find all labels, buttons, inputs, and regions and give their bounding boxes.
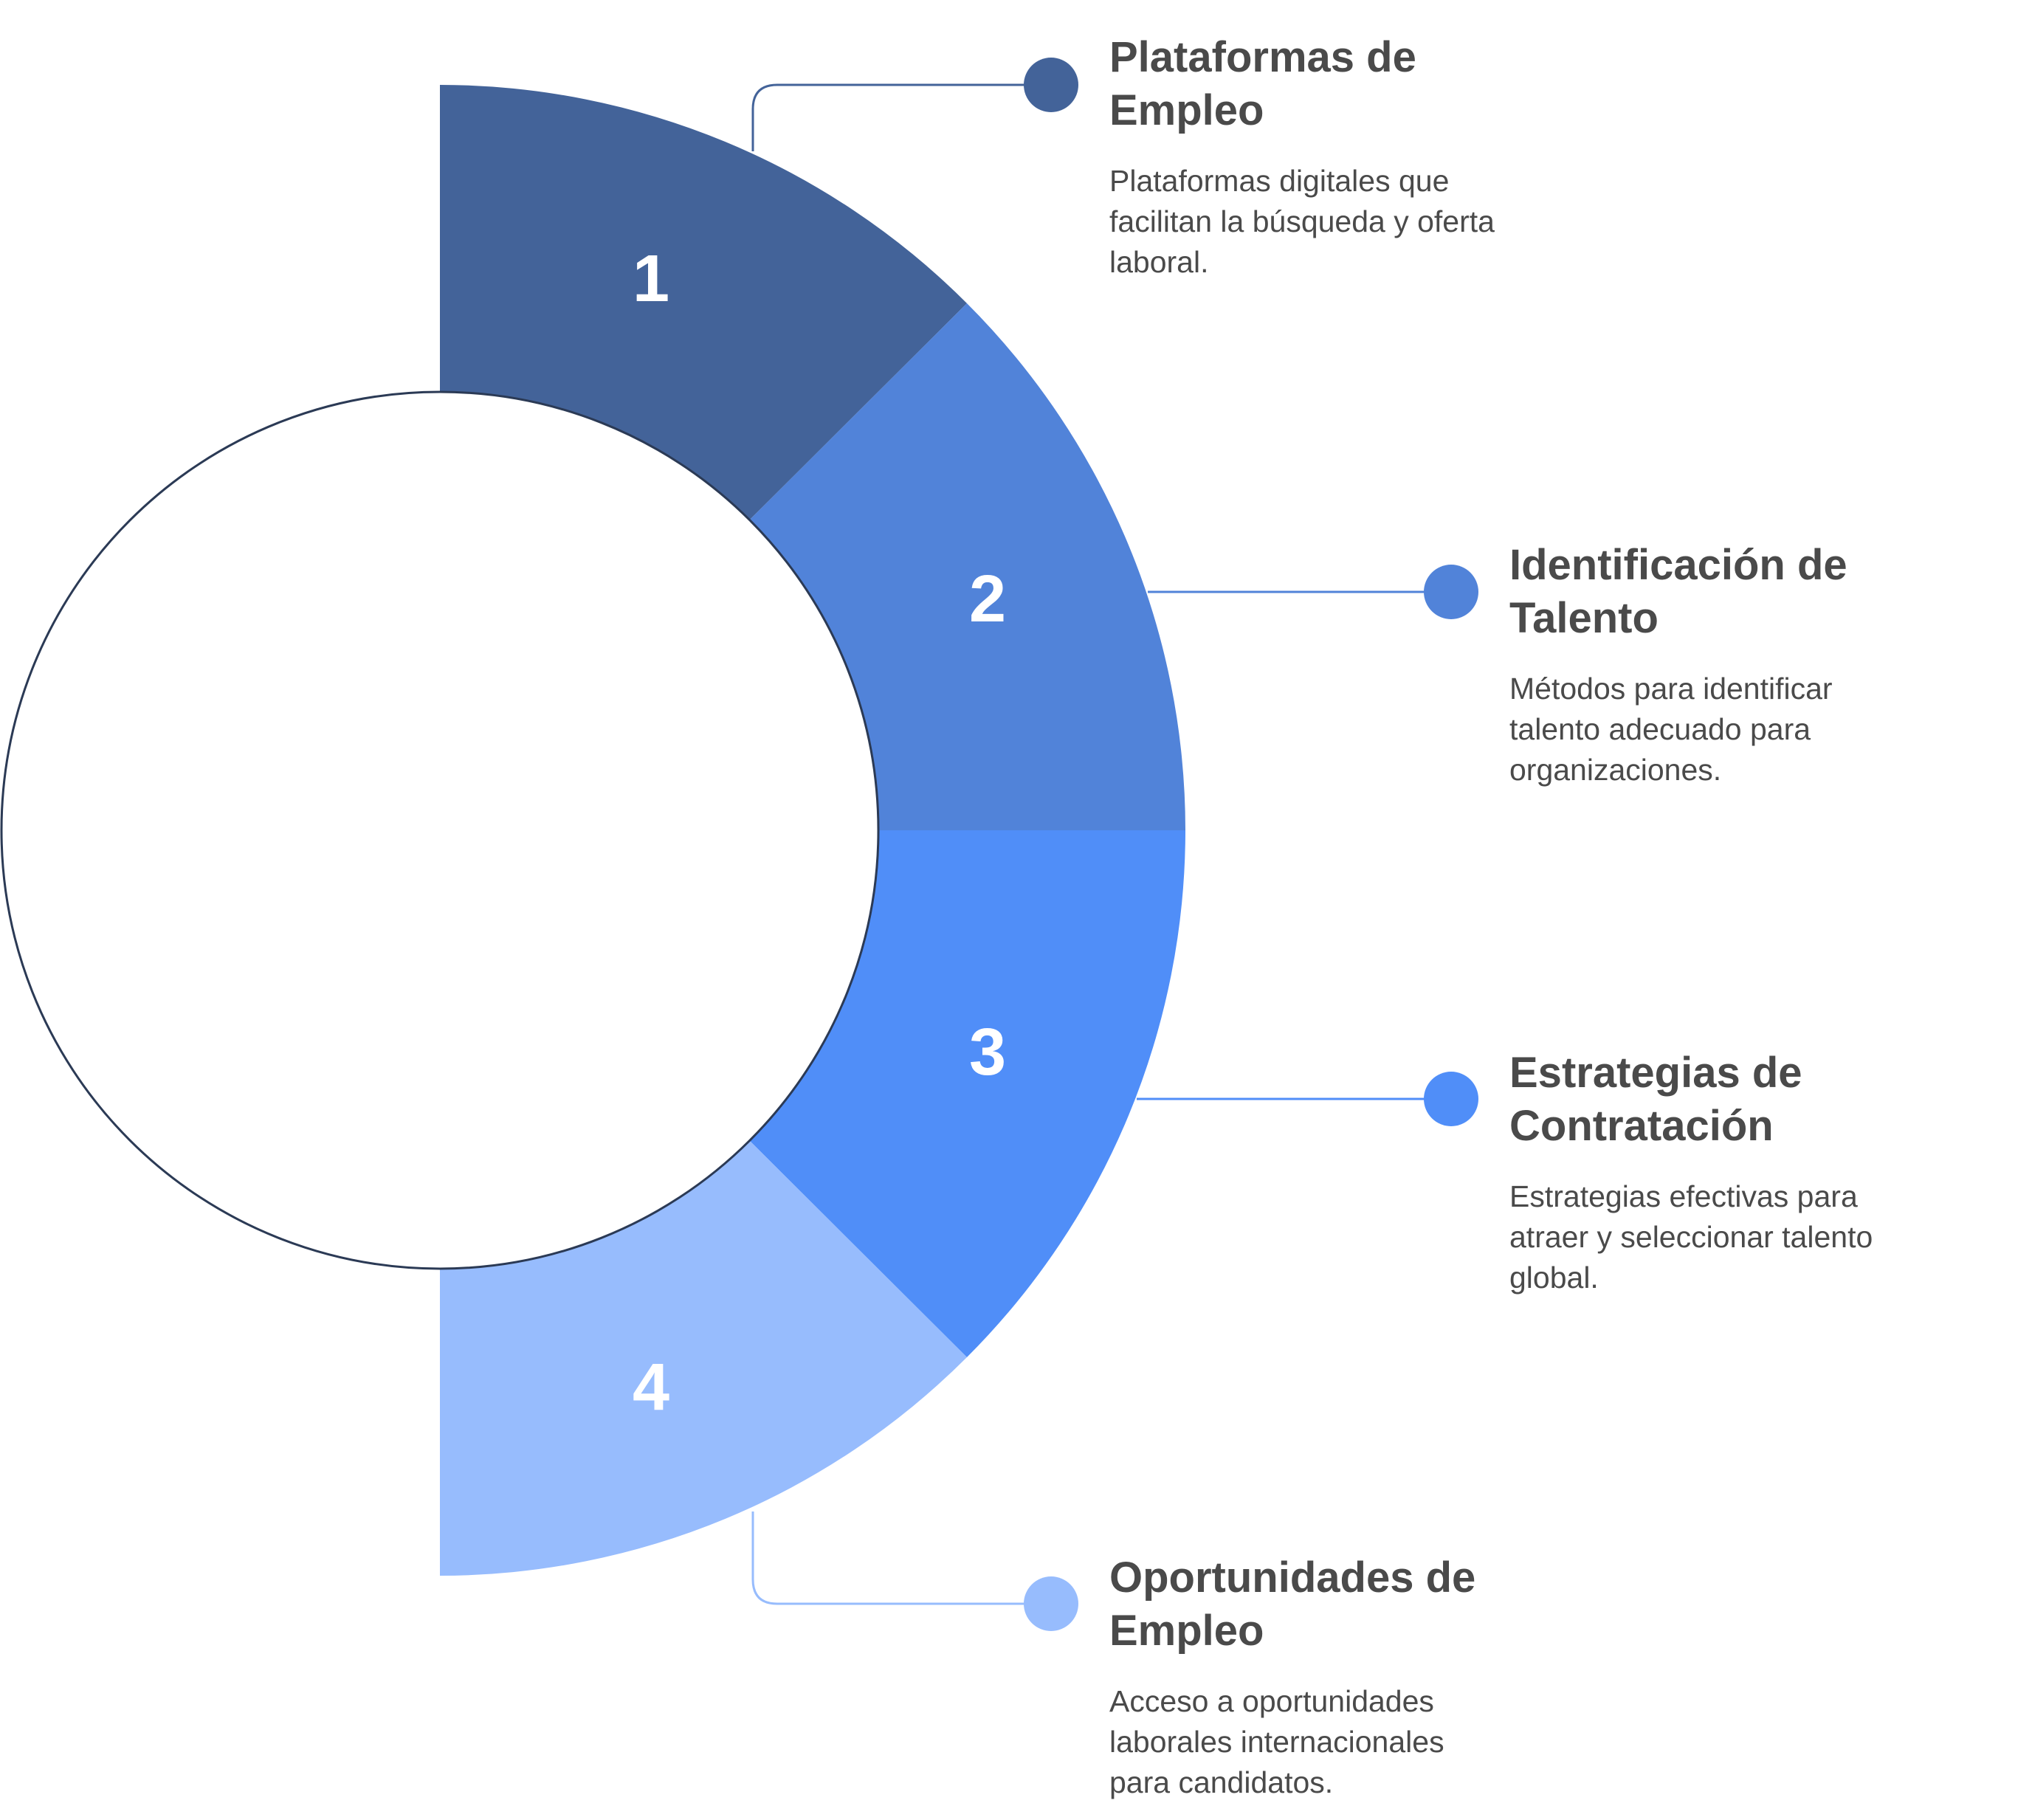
- segment-1-number: 1: [633, 242, 669, 316]
- item-1-title: Plataformas de Empleo: [1109, 33, 1416, 134]
- item-3-description: Estrategias efectivas para atraer y sele…: [1509, 1179, 1873, 1295]
- item-4-title: Oportunidades de Empleo: [1109, 1554, 1476, 1655]
- connector-1: [751, 83, 1051, 151]
- segment-4-number: 4: [633, 1351, 669, 1424]
- marker-dot-1: [1024, 58, 1078, 112]
- item-1-text: Plataformas de Empleo Plataformas digita…: [1109, 31, 1582, 283]
- item-2-title: Identificación de Talento: [1509, 541, 1847, 642]
- marker-dot-4: [1024, 1576, 1078, 1631]
- marker-dot-2: [1424, 565, 1478, 619]
- marker-dot-3: [1424, 1072, 1478, 1126]
- item-3-title: Estrategias de Contratación: [1509, 1049, 1802, 1150]
- item-2-text: Identificación de Talento Métodos para i…: [1509, 539, 1982, 790]
- segment-2-number: 2: [969, 562, 1006, 636]
- item-3-text: Estrategias de Contratación Estrategias …: [1509, 1047, 1982, 1298]
- connector-4: [751, 1512, 1051, 1605]
- center-circle: [0, 390, 880, 1270]
- item-2-description: Métodos para identificar talento adecuad…: [1509, 672, 1833, 787]
- segment-3-number: 3: [969, 1016, 1006, 1089]
- item-4-description: Acceso a oportunidades laborales interna…: [1109, 1684, 1444, 1799]
- item-4-text: Oportunidades de Empleo Acceso a oportun…: [1109, 1551, 1582, 1803]
- item-1-description: Plataformas digitales que facilitan la b…: [1109, 164, 1495, 279]
